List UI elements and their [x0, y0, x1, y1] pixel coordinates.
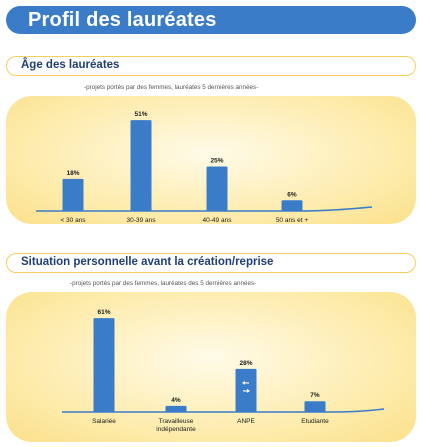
age-section-title: Âge des lauréates — [21, 59, 120, 71]
age-chart-subtitle: -projets portés par des femmes, lauréate… — [84, 84, 259, 91]
page-title: Profil des lauréates — [28, 9, 217, 31]
situation-section-title: Situation personnelle avant la création/… — [21, 256, 274, 268]
situation-chart-subtitle: -projets portés par des femmes, lauréate… — [70, 280, 257, 287]
page-title-bar: Profil des lauréates — [6, 6, 416, 34]
age-section-header: Âge des lauréates — [6, 56, 416, 76]
situation-section-header: Situation personnelle avant la création/… — [6, 253, 416, 273]
situation-chart-panel — [6, 292, 416, 442]
age-chart-panel — [6, 96, 416, 224]
